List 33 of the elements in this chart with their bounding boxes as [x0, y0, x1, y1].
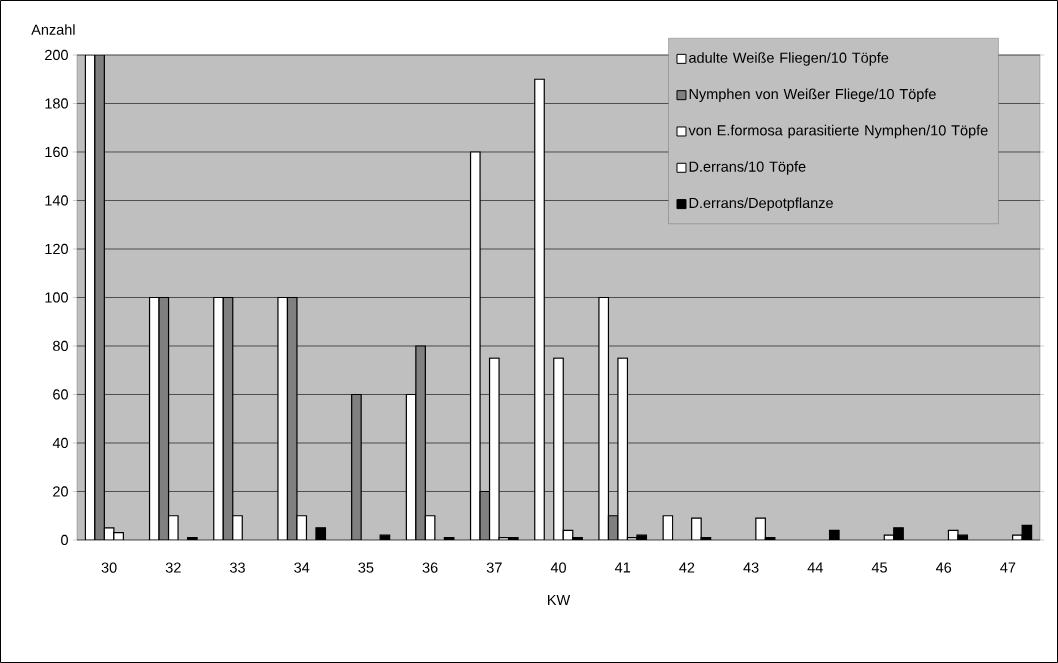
x-tick-label: 41	[614, 562, 631, 573]
legend-label: von E.formosa parasitierte Nymphen/10 Töpfe	[688, 124, 988, 139]
y-tick-label: 60	[53, 389, 68, 400]
y-tick-label: 120	[45, 243, 68, 255]
x-tick-label: 40	[550, 562, 566, 573]
x-tick-label: 46	[935, 562, 952, 573]
y-tick-label: 0	[61, 534, 68, 546]
x-tick-label: 36	[422, 562, 438, 573]
x-tick-label: 37	[486, 562, 502, 573]
y-axis-title: Anzahl	[31, 24, 75, 35]
x-tick-label: 32	[165, 562, 181, 573]
legend-label: D.errans/Depotpflanze	[689, 197, 833, 211]
legend-label: adulte Weiße Fliegen/10 Töpfe	[689, 52, 889, 66]
x-tick-label: 34	[294, 562, 310, 573]
x-tick-label: 43	[743, 562, 759, 573]
legend-label: D.errans/10 Töpfe	[689, 161, 806, 175]
x-tick-label: 35	[358, 562, 374, 573]
y-tick-label: 80	[53, 340, 68, 352]
x-tick-label: 30	[101, 562, 117, 573]
legend-label: Nymphen von Weißer Fliege/10 Töpfe	[689, 88, 936, 103]
x-tick-label: 33	[229, 562, 245, 573]
y-tick-label: 40	[52, 437, 68, 449]
x-tick-label: 44	[807, 562, 823, 573]
y-tick-label: 200	[45, 49, 68, 61]
y-tick-label: 160	[45, 146, 68, 158]
x-axis-title: KW	[548, 594, 571, 605]
x-tick-label: 47	[1000, 562, 1016, 573]
x-tick-label: 45	[871, 562, 887, 573]
y-tick-label: 20	[53, 486, 68, 497]
x-tick-label: 42	[679, 562, 695, 573]
y-tick-label: 180	[45, 98, 68, 109]
y-tick-label: 140	[45, 195, 68, 206]
y-tick-label: 100	[45, 292, 68, 303]
